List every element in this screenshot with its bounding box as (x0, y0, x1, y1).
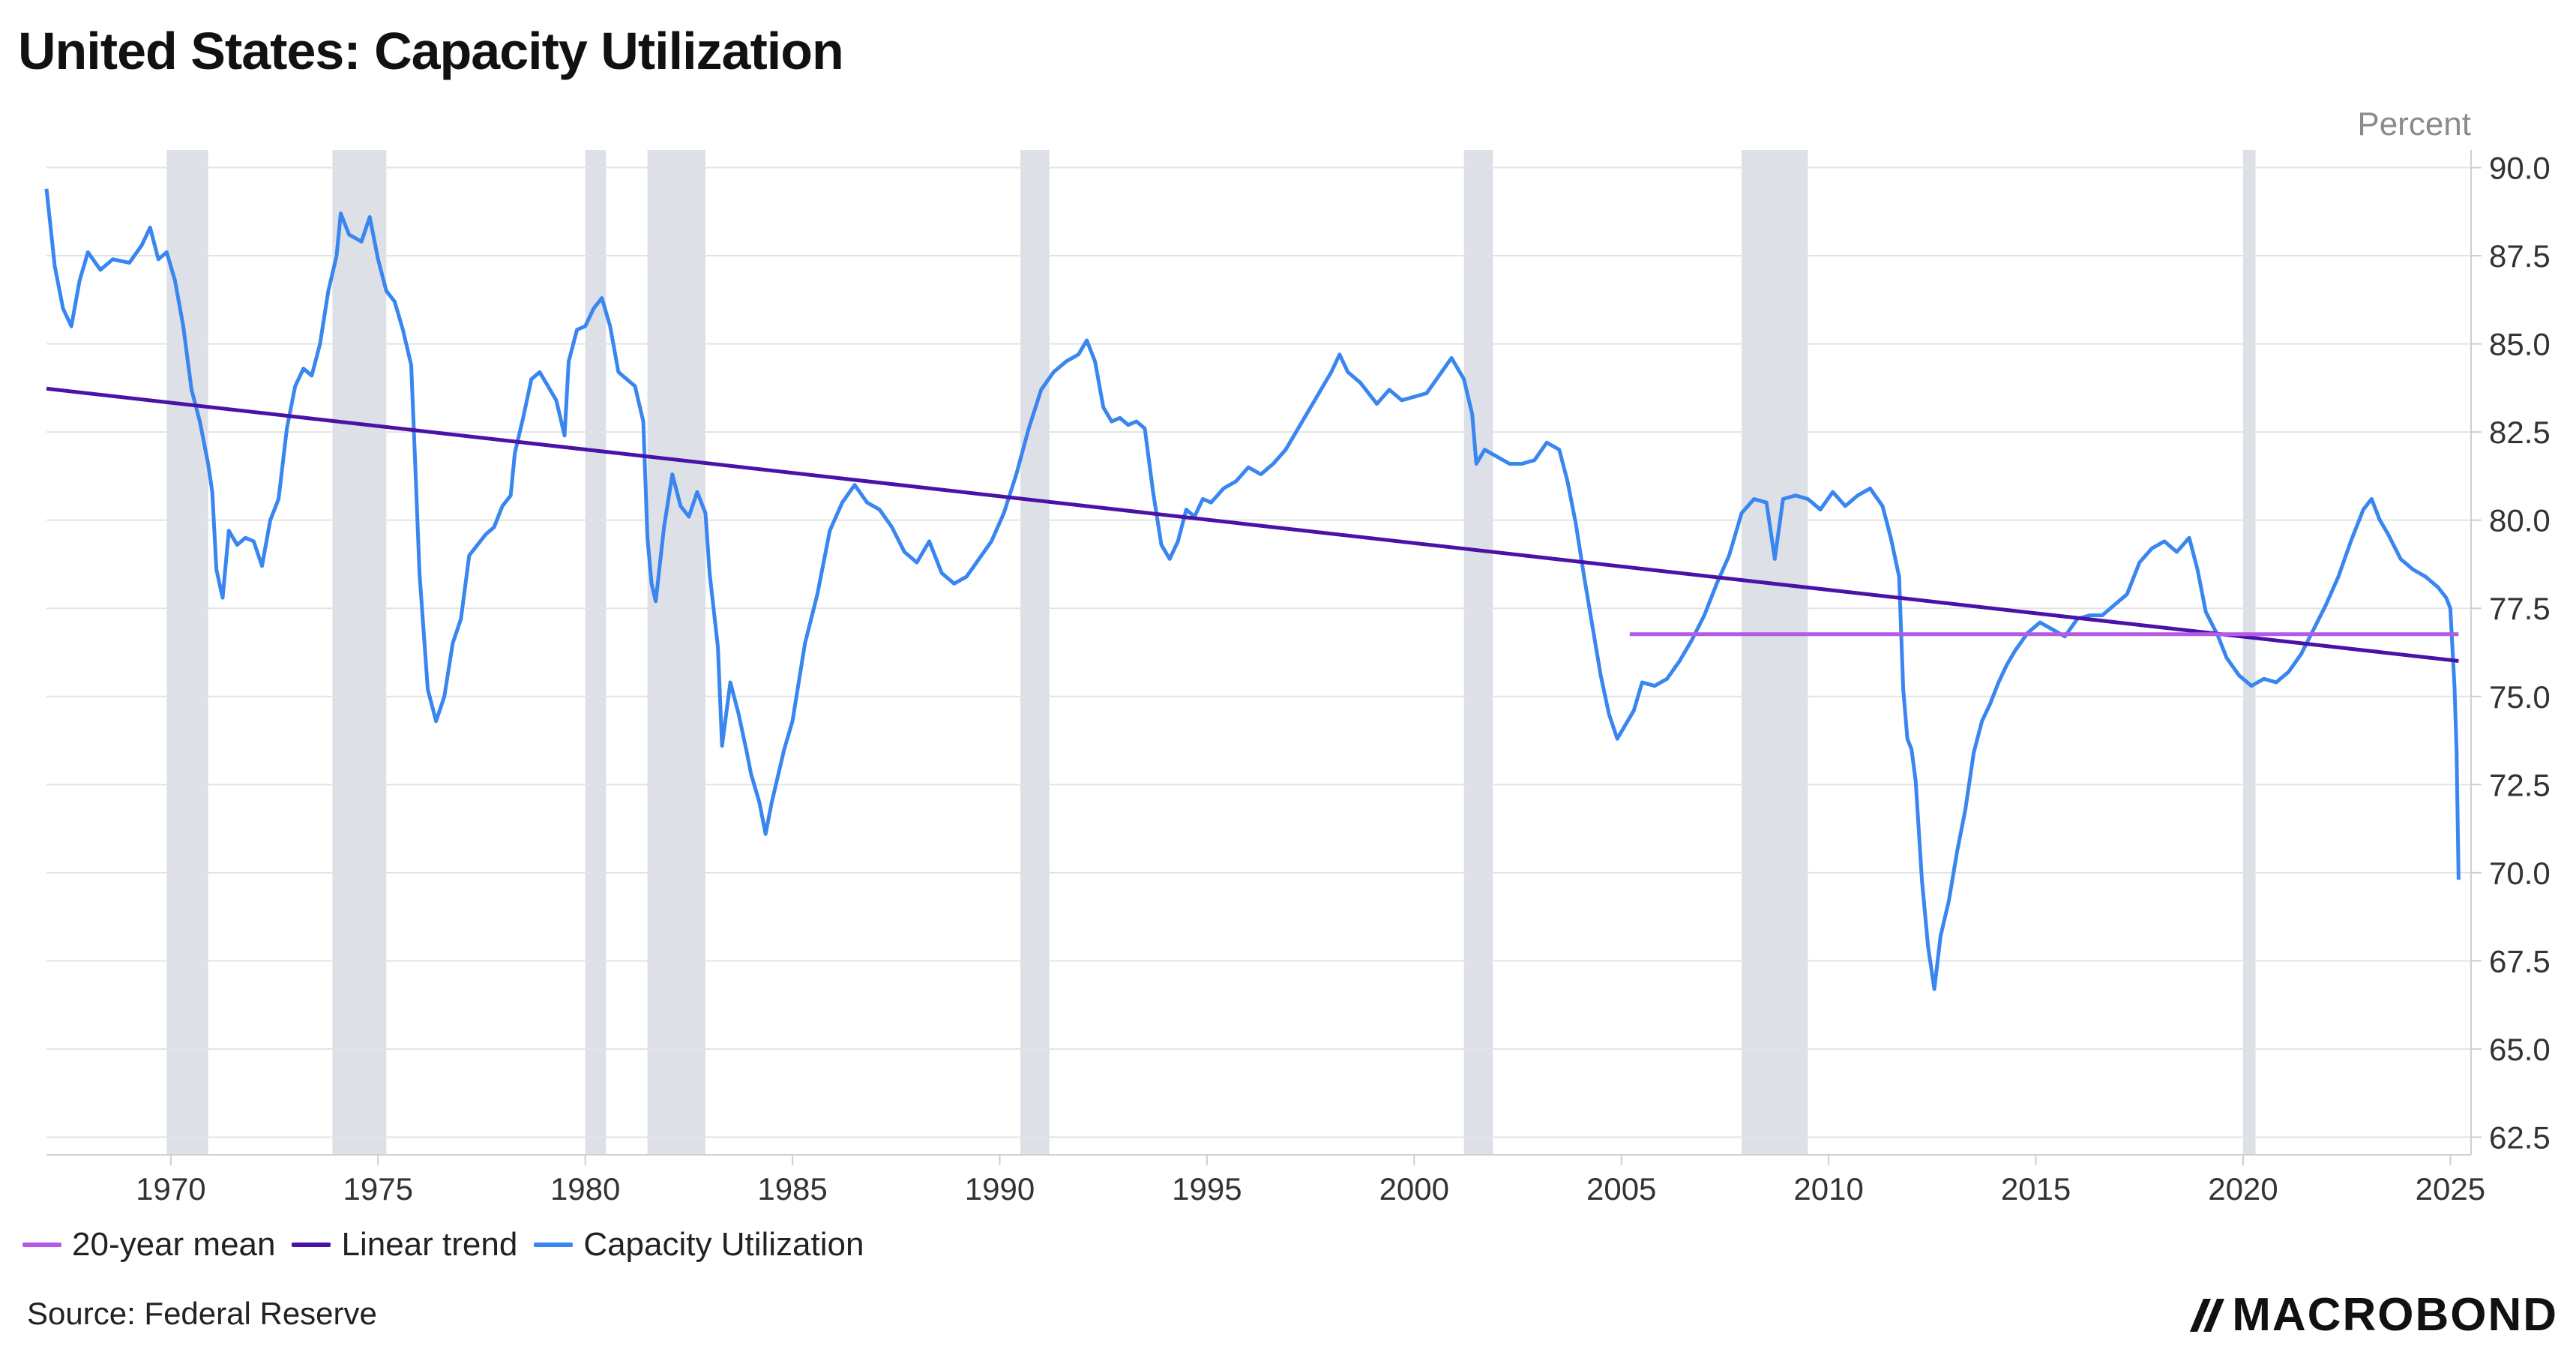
y-tick-label: 87.5 (2489, 238, 2551, 274)
recession-band (1463, 150, 1493, 1155)
macrobond-logo: MACROBOND (2190, 1288, 2558, 1342)
legend-swatch (292, 1243, 331, 1247)
y-axis: 62.5 65.0 67.5 70.0 72.5 75.0 77.5 80.0 82.5 85.0… (2470, 150, 2551, 1155)
legend-item-trend[interactable]: Linear trend (292, 1226, 517, 1264)
x-tick-label: 1995 (1172, 1171, 1242, 1207)
source-note: Source: Federal Reserve (27, 1296, 377, 1331)
x-tick-label: 2015 (2001, 1171, 2071, 1207)
legend-label: Linear trend (341, 1226, 518, 1263)
recession-bands (166, 150, 2256, 1155)
recession-band (1020, 150, 1050, 1155)
x-tick-label: 1985 (757, 1171, 827, 1207)
linear-trend-line (46, 386, 2459, 663)
series-lines (44, 188, 2461, 991)
x-tick-label: 1980 (550, 1171, 620, 1207)
x-tick-label: 1975 (343, 1171, 413, 1207)
x-tick-label: 1970 (136, 1171, 205, 1207)
grid-lines (46, 166, 2471, 1138)
logo-mark-icon (2190, 1298, 2225, 1332)
recession-band (647, 150, 705, 1155)
y-tick-label: 67.5 (2489, 943, 2551, 979)
x-tick-label: 1990 (965, 1171, 1035, 1207)
recession-band (1742, 150, 1808, 1155)
y-tick-label: 72.5 (2489, 767, 2551, 802)
x-axis: 1970 1975 1980 1985 1990 1995 2000 2005 2010 2015… (46, 1154, 2485, 1207)
legend-item-mean[interactable]: 20-year mean (22, 1226, 275, 1264)
legend-swatch (534, 1243, 574, 1247)
y-tick-label: 70.0 (2489, 856, 2551, 891)
x-tick-label: 2000 (1379, 1171, 1449, 1207)
x-tick-label: 2005 (1586, 1171, 1656, 1207)
y-axis-unit: Percent (2357, 106, 2471, 142)
y-tick-label: 82.5 (2489, 415, 2551, 450)
recession-band (166, 150, 208, 1155)
legend-item-capacity[interactable]: Capacity Utilization (534, 1226, 864, 1264)
y-tick-label: 85.0 (2489, 327, 2551, 362)
x-tick-label: 2020 (2208, 1171, 2278, 1207)
legend: 20-year mean Linear trend Capacity Utili… (22, 1226, 880, 1264)
recession-band (332, 150, 387, 1155)
y-tick-label: 65.0 (2489, 1032, 2551, 1067)
y-tick-label: 62.5 (2489, 1120, 2551, 1155)
y-tick-label: 75.0 (2489, 679, 2551, 715)
legend-label: Capacity Utilization (583, 1226, 864, 1263)
x-tick-label: 2010 (1793, 1171, 1863, 1207)
legend-label: 20-year mean (72, 1226, 276, 1263)
logo-text: MACROBOND (2232, 1289, 2558, 1341)
y-tick-label: 90.0 (2489, 151, 2551, 186)
x-tick-label: 2025 (2416, 1171, 2485, 1207)
recession-band (2242, 150, 2256, 1155)
capacity-utilization-line (44, 188, 2461, 991)
chart-title: United States: Capacity Utilization (18, 22, 844, 80)
y-tick-label: 80.0 (2489, 503, 2551, 538)
legend-swatch (22, 1243, 61, 1247)
y-tick-label: 77.5 (2489, 591, 2551, 626)
